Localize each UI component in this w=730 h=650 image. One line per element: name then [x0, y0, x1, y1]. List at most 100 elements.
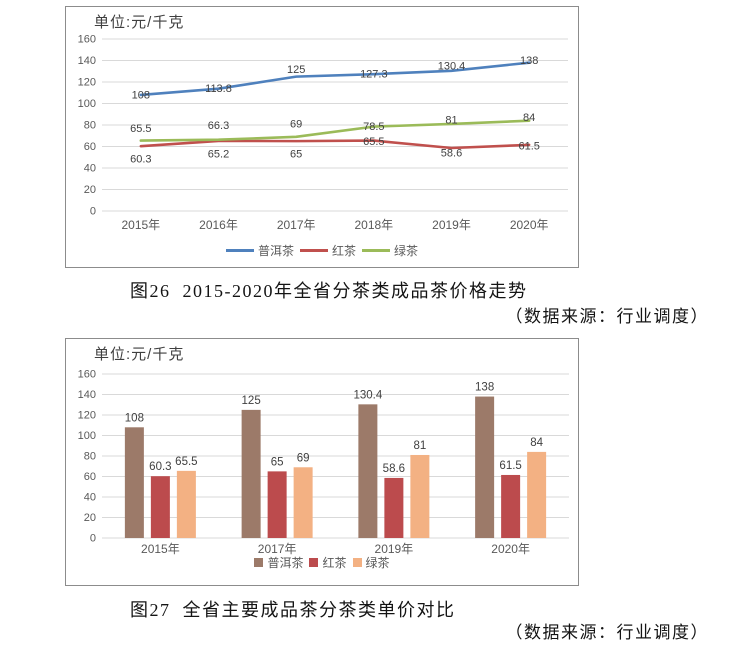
- bar-black-tea-2020年: [501, 474, 521, 538]
- line-series-green-tea: 65.5 66.3 69 78.5 81 84: [130, 112, 535, 142]
- chart-text: 40: [84, 163, 96, 175]
- chart-text: 108: [132, 89, 150, 101]
- chart-text: 2020年: [491, 542, 530, 556]
- bar-green-tea-2015年: [176, 470, 196, 538]
- bar-black-tea-2019年: [384, 477, 404, 538]
- chart-text: 69: [290, 118, 302, 130]
- bar-chart: 0 20 40 60 80 100 120 140 160 2015年 2017年 2019年 2020…: [78, 369, 569, 556]
- legend-line-marker-puer-tea: [225, 249, 254, 252]
- legend-item-green-tea: 绿茶: [362, 242, 418, 259]
- chart-text: 61.5: [499, 460, 521, 472]
- bar-green-tea-2017年: [293, 467, 313, 538]
- chart-text: 100: [78, 430, 96, 442]
- legend-line-marker-black-tea: [299, 249, 328, 252]
- legend-label: 红茶: [322, 556, 347, 570]
- line-series-black-tea: 60.3 65.2 65 65.5 58.6 61.5: [130, 136, 540, 166]
- chart-text: 2015年: [141, 542, 180, 556]
- data-source-note: （数据来源：行业调度）: [505, 307, 709, 326]
- chart-text: 160: [78, 369, 96, 381]
- chart-text: 60.3: [149, 461, 171, 473]
- chart-text: 20: [84, 184, 96, 196]
- bar-black-tea-2015年: [150, 476, 170, 538]
- bar-puer-tea-2020年: [475, 396, 495, 538]
- chart-text: 138: [475, 382, 494, 394]
- unit-label: 单位:元/千克: [94, 14, 185, 31]
- chart-text: 120: [78, 77, 96, 89]
- chart-text: 130.4: [438, 60, 466, 72]
- bar-puer-tea-2015年: [124, 427, 144, 538]
- chart-text: 140: [78, 389, 96, 401]
- chart-text: 58.6: [383, 463, 405, 475]
- chart-text: 130.4: [353, 389, 382, 401]
- chart-text: 80: [84, 451, 96, 463]
- chart-text: 2017年: [258, 542, 297, 556]
- chart-text: 2020年: [510, 218, 549, 232]
- x-axis-labels: 2015年 2016年 2017年 2018年 2019年 2020年: [121, 218, 548, 232]
- chart-legend: 普洱茶 红茶 绿茶: [66, 554, 578, 571]
- legend-label: 绿茶: [394, 244, 419, 258]
- bar-series-black-tea: 60.3 65 58.6 61.5: [149, 456, 522, 538]
- chart-legend: 普洱茶 红茶 绿茶: [66, 242, 578, 259]
- chart-text: 20: [84, 512, 96, 524]
- line-series-puer-tea: 108 113.8 125 127.3 130.4 138: [132, 55, 539, 101]
- chart-text: 69: [297, 452, 310, 464]
- chart-text: 140: [78, 55, 96, 67]
- legend-item-puer-tea: 普洱茶: [254, 554, 303, 571]
- y-axis-labels: 0 20 40 60 80 100 120 140 160: [78, 369, 96, 545]
- chart-text: 65: [271, 456, 284, 468]
- bar-black-tea-2017年: [267, 471, 287, 538]
- legend-square-marker-green-tea: [352, 558, 362, 567]
- unit-label: 单位:元/千克: [94, 346, 185, 363]
- legend-label: 绿茶: [365, 556, 390, 570]
- y-axis-labels: 0 20 40 60 80 100 120 140 160: [78, 34, 96, 218]
- legend-square-marker-black-tea: [309, 558, 319, 567]
- chart-text: 84: [530, 437, 543, 449]
- chart-text: 65.5: [363, 136, 384, 148]
- line-chart: 0 20 40 60 80 100 120 140 160 2015年 2016年 2017年 2018…: [78, 34, 568, 232]
- chart-text: 125: [242, 395, 261, 407]
- legend-item-black-tea: 红茶: [309, 554, 347, 571]
- legend-label: 普洱茶: [257, 244, 294, 258]
- chart-text: 120: [78, 410, 96, 422]
- chart-text: 127.3: [360, 69, 388, 81]
- chart-text: 61.5: [518, 140, 539, 152]
- legend-label: 红茶: [331, 244, 356, 258]
- x-axis-labels: 2015年 2017年 2019年 2020年: [141, 542, 530, 556]
- line-chart-panel: 0 20 40 60 80 100 120 140 160 2015年 2016年 2017年 2018…: [65, 6, 579, 268]
- chart-text: 108: [125, 412, 144, 424]
- chart-text: 113.8: [205, 83, 232, 95]
- chart-text: 2019年: [432, 218, 471, 232]
- bar-series-green-tea: 65.5 69 81 84: [175, 437, 547, 538]
- chart-text: 2019年: [375, 542, 414, 556]
- figure-caption: 图27 全省主要成品茶分茶类单价对比: [130, 600, 456, 620]
- chart-text: 60: [84, 471, 96, 483]
- legend-item-green-tea: 绿茶: [352, 554, 390, 571]
- chart-text: 60.3: [130, 154, 151, 166]
- chart-text: 58.6: [441, 148, 462, 160]
- chart-text: 2017年: [277, 218, 316, 232]
- chart-text: 65.2: [208, 148, 229, 160]
- chart-text: 138: [520, 55, 538, 67]
- figure-caption: 图26 2015-2020年全省分茶类成品茶价格走势: [130, 281, 528, 301]
- data-source-note: （数据来源：行业调度）: [505, 623, 709, 642]
- chart-text: 81: [445, 114, 457, 126]
- chart-text: 2015年: [121, 218, 160, 232]
- chart-text: 0: [90, 533, 96, 545]
- gridlines: [102, 373, 569, 539]
- chart-text: 65.5: [175, 456, 197, 468]
- chart-text: 84: [523, 112, 535, 124]
- chart-text: 100: [78, 98, 96, 110]
- chart-text: 2016年: [199, 218, 238, 232]
- legend-line-marker-green-tea: [362, 249, 390, 252]
- chart-text: 125: [287, 64, 305, 76]
- legend-label: 普洱茶: [267, 556, 304, 570]
- gridlines: [102, 38, 568, 212]
- legend-square-marker-puer-tea: [254, 558, 264, 567]
- chart-text: 2018年: [354, 218, 393, 232]
- bar-green-tea-2019年: [410, 454, 430, 538]
- bar-puer-tea-2019年: [358, 404, 378, 538]
- chart-text: 0: [90, 206, 96, 218]
- legend-item-black-tea: 红茶: [299, 242, 356, 259]
- bar-chart-panel: 0 20 40 60 80 100 120 140 160 2015年 2017年 2019年 2020…: [65, 338, 579, 586]
